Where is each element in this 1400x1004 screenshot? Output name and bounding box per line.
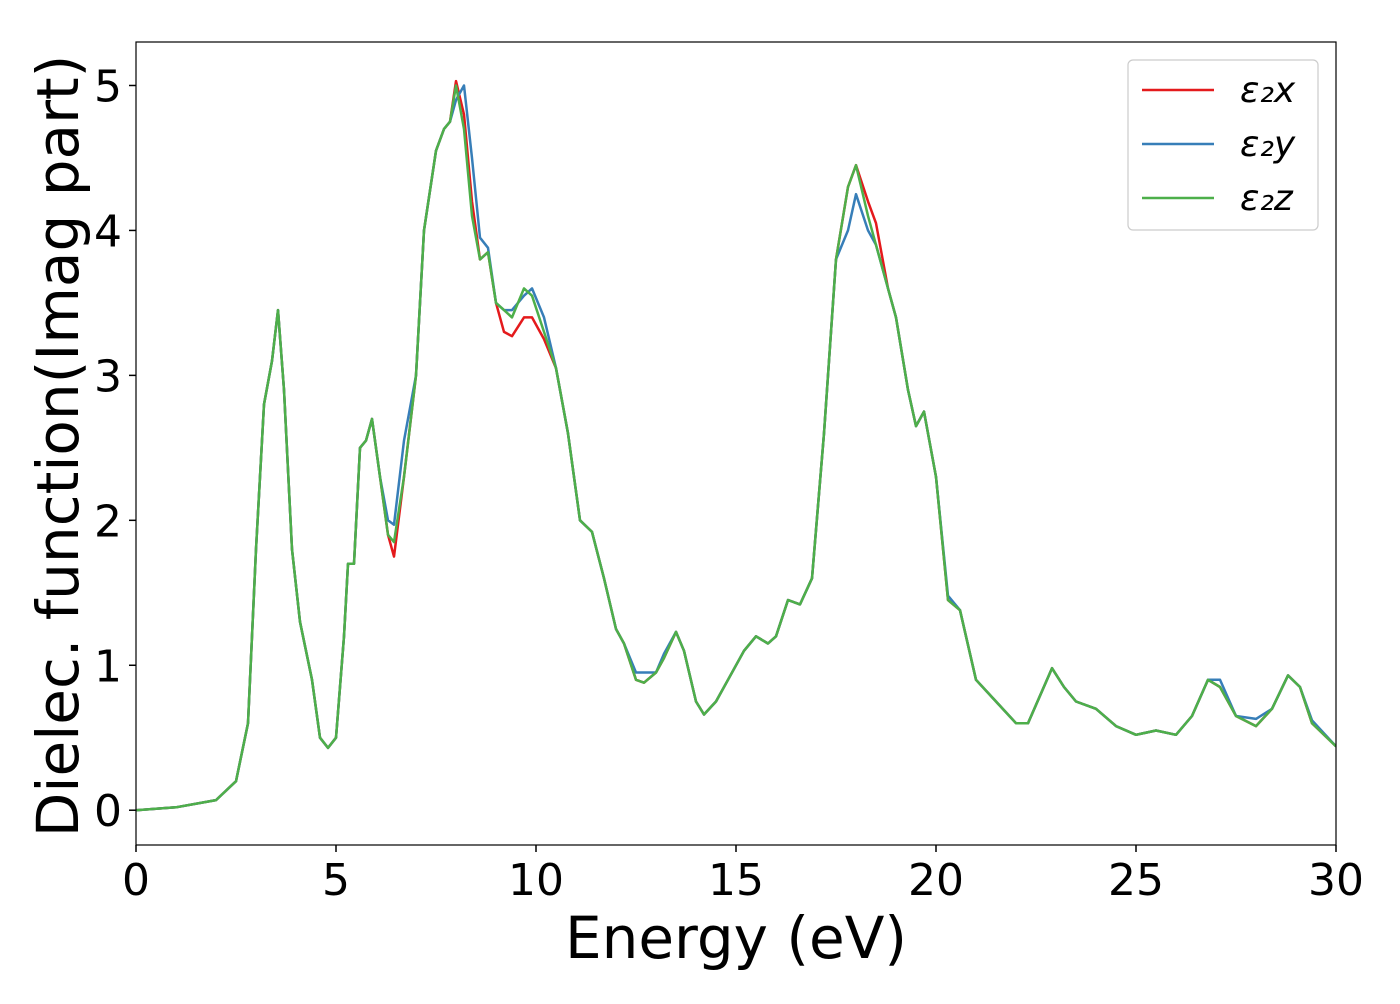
plot-frame [135,41,1337,846]
legend-box [1127,59,1319,231]
legend-label: ε₂z [1240,178,1294,219]
legend-label: ε₂x [1240,70,1296,111]
y-tick-label: 2 [94,496,122,547]
y-axis-label: Dielec. function(Imag part) [24,55,92,838]
x-tick-label: 10 [508,855,564,906]
x-axis-label: Energy (eV) [565,904,907,972]
x-tick-label: 30 [1308,855,1364,906]
y-tick-label: 1 [94,641,122,692]
y-tick-label: 0 [94,786,122,837]
x-tick-label: 25 [1108,855,1164,906]
legend-label: ε₂y [1240,124,1296,165]
x-tick-label: 5 [322,855,350,906]
x-tick-label: 20 [908,855,964,906]
x-tick-label: 15 [708,855,764,906]
series-line [136,84,1336,812]
y-tick-label: 3 [94,351,122,402]
y-tick-label: 5 [94,61,122,112]
x-tick-label: 0 [122,855,150,906]
y-tick-label: 4 [94,206,122,257]
